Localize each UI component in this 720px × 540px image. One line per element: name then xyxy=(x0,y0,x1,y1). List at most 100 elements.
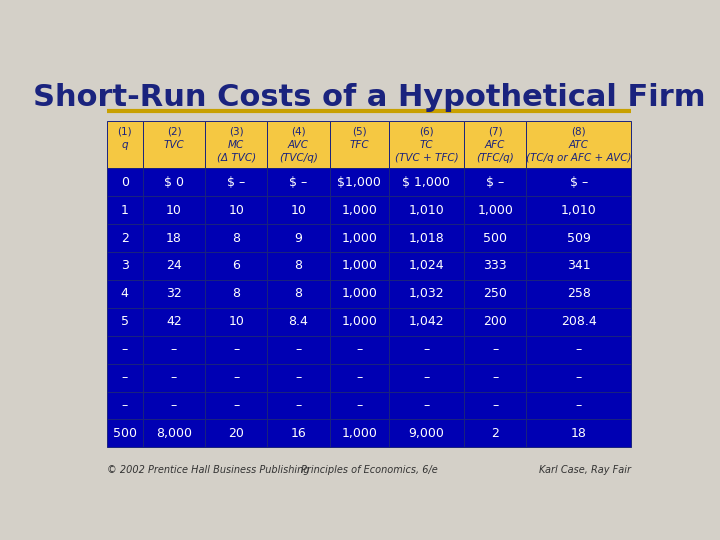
Text: –: – xyxy=(492,399,498,412)
Text: 10: 10 xyxy=(228,204,244,217)
Text: 9: 9 xyxy=(294,232,302,245)
Bar xyxy=(464,252,526,280)
Bar xyxy=(464,392,526,420)
Text: Karl Case, Ray Fair: Karl Case, Ray Fair xyxy=(539,465,631,475)
Text: 250: 250 xyxy=(483,287,507,300)
Text: 42: 42 xyxy=(166,315,182,328)
Bar xyxy=(389,363,464,392)
Text: 8,000: 8,000 xyxy=(156,427,192,440)
Bar xyxy=(107,196,143,224)
Bar xyxy=(267,336,330,363)
Text: 1,010: 1,010 xyxy=(561,204,597,217)
Bar xyxy=(330,252,389,280)
Text: –: – xyxy=(233,343,239,356)
Text: –: – xyxy=(423,343,430,356)
Text: 1,010: 1,010 xyxy=(408,204,444,217)
Text: ATC: ATC xyxy=(569,140,589,150)
Bar xyxy=(330,392,389,420)
Bar xyxy=(330,224,389,252)
Bar xyxy=(267,392,330,420)
Text: –: – xyxy=(295,371,302,384)
Text: –: – xyxy=(356,399,362,412)
Bar xyxy=(526,252,631,280)
Text: 8: 8 xyxy=(294,259,302,273)
Bar xyxy=(330,196,389,224)
Bar xyxy=(143,420,205,447)
Bar xyxy=(464,196,526,224)
Text: –: – xyxy=(492,343,498,356)
Text: –: – xyxy=(423,399,430,412)
Text: MC: MC xyxy=(228,140,244,150)
Bar xyxy=(389,168,464,196)
Text: 3: 3 xyxy=(121,259,129,273)
Text: –: – xyxy=(122,399,128,412)
Text: 8.4: 8.4 xyxy=(289,315,308,328)
Bar xyxy=(143,224,205,252)
Bar xyxy=(389,336,464,363)
Bar xyxy=(205,308,267,336)
Text: 341: 341 xyxy=(567,259,590,273)
Bar xyxy=(267,196,330,224)
Text: TFC: TFC xyxy=(349,140,369,150)
Bar xyxy=(107,280,143,308)
Text: 0: 0 xyxy=(121,176,129,188)
Text: 1,000: 1,000 xyxy=(341,204,377,217)
Bar xyxy=(526,121,631,168)
Bar xyxy=(205,336,267,363)
Bar xyxy=(464,420,526,447)
Bar xyxy=(464,336,526,363)
Text: 10: 10 xyxy=(291,204,307,217)
Text: –: – xyxy=(576,371,582,384)
Bar xyxy=(267,224,330,252)
Text: (Δ TVC): (Δ TVC) xyxy=(217,153,256,163)
Text: 5: 5 xyxy=(121,315,129,328)
Text: 1,018: 1,018 xyxy=(408,232,444,245)
Bar xyxy=(205,121,267,168)
Text: $ –: $ – xyxy=(486,176,504,188)
Bar xyxy=(267,168,330,196)
Bar xyxy=(464,308,526,336)
Text: (2): (2) xyxy=(166,126,181,136)
Text: 8: 8 xyxy=(233,287,240,300)
Bar xyxy=(107,363,143,392)
Bar xyxy=(143,168,205,196)
Text: 16: 16 xyxy=(291,427,307,440)
Bar xyxy=(205,392,267,420)
Bar xyxy=(389,224,464,252)
Text: (TC/q or AFC + AVC): (TC/q or AFC + AVC) xyxy=(526,153,631,163)
Text: $ –: $ – xyxy=(227,176,246,188)
Text: 2: 2 xyxy=(121,232,129,245)
Bar xyxy=(330,363,389,392)
Bar xyxy=(107,252,143,280)
Text: –: – xyxy=(576,399,582,412)
Bar xyxy=(389,121,464,168)
Text: –: – xyxy=(356,343,362,356)
Bar xyxy=(107,420,143,447)
Bar xyxy=(526,224,631,252)
Text: 509: 509 xyxy=(567,232,590,245)
Bar xyxy=(526,308,631,336)
Text: 1,000: 1,000 xyxy=(341,315,377,328)
Text: –: – xyxy=(233,371,239,384)
Bar xyxy=(389,252,464,280)
Text: (7): (7) xyxy=(488,126,503,136)
Text: 32: 32 xyxy=(166,287,182,300)
Bar xyxy=(464,121,526,168)
Text: –: – xyxy=(122,371,128,384)
Text: 4: 4 xyxy=(121,287,129,300)
Text: Principles of Economics, 6/e: Principles of Economics, 6/e xyxy=(301,465,437,475)
Bar xyxy=(267,280,330,308)
Text: q: q xyxy=(122,140,128,150)
Text: 18: 18 xyxy=(571,427,587,440)
Text: 1,000: 1,000 xyxy=(341,232,377,245)
Bar xyxy=(205,280,267,308)
Text: 9,000: 9,000 xyxy=(408,427,444,440)
Bar xyxy=(389,392,464,420)
Bar xyxy=(330,308,389,336)
Text: –: – xyxy=(171,371,177,384)
Text: AFC: AFC xyxy=(485,140,505,150)
Bar xyxy=(267,420,330,447)
Text: 1,032: 1,032 xyxy=(408,287,444,300)
Bar xyxy=(526,336,631,363)
Text: –: – xyxy=(122,343,128,356)
